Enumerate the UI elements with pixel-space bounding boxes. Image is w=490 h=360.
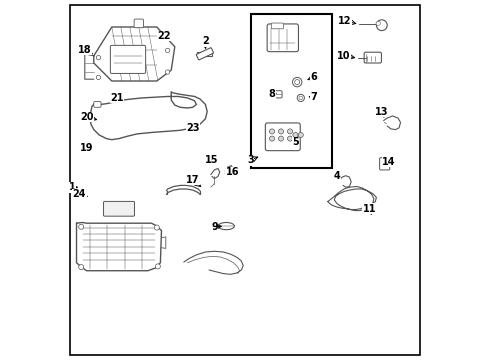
FancyBboxPatch shape (269, 91, 282, 98)
Text: 20: 20 (80, 112, 94, 122)
Circle shape (294, 80, 300, 85)
Circle shape (270, 136, 274, 141)
Text: 11: 11 (363, 204, 376, 214)
FancyBboxPatch shape (94, 102, 101, 107)
Text: 13: 13 (375, 107, 389, 117)
Circle shape (155, 264, 160, 269)
Text: 9: 9 (211, 222, 218, 232)
Text: 16: 16 (226, 167, 239, 177)
Circle shape (278, 136, 284, 141)
Text: 24: 24 (73, 189, 86, 199)
Bar (197, 52, 212, 56)
FancyBboxPatch shape (103, 202, 134, 216)
Circle shape (288, 136, 293, 141)
Circle shape (278, 129, 284, 134)
Circle shape (154, 225, 159, 230)
Circle shape (293, 132, 298, 138)
Circle shape (166, 48, 170, 53)
FancyBboxPatch shape (271, 23, 284, 29)
Text: 21: 21 (110, 93, 124, 103)
Text: 8: 8 (268, 89, 275, 99)
Text: 12: 12 (338, 16, 352, 26)
Circle shape (293, 77, 302, 87)
Bar (251, 14, 333, 168)
Circle shape (166, 70, 170, 74)
Circle shape (79, 265, 84, 270)
Ellipse shape (218, 222, 234, 230)
Circle shape (289, 143, 302, 156)
FancyBboxPatch shape (364, 52, 381, 63)
Text: 6: 6 (310, 72, 317, 82)
Text: 10: 10 (337, 51, 351, 61)
Text: 19: 19 (80, 143, 94, 153)
Text: 2: 2 (202, 36, 209, 46)
Circle shape (297, 94, 304, 102)
Circle shape (299, 96, 303, 100)
Circle shape (292, 146, 298, 153)
Text: 22: 22 (157, 31, 171, 41)
Circle shape (298, 132, 303, 138)
FancyBboxPatch shape (134, 19, 144, 28)
Text: 3: 3 (247, 155, 254, 165)
Text: 4: 4 (333, 171, 340, 181)
Text: 23: 23 (186, 123, 199, 133)
FancyBboxPatch shape (110, 45, 146, 73)
FancyBboxPatch shape (267, 24, 298, 52)
Circle shape (376, 20, 387, 31)
FancyBboxPatch shape (196, 48, 214, 60)
Circle shape (79, 224, 84, 229)
Text: 15: 15 (205, 155, 219, 165)
FancyBboxPatch shape (380, 158, 390, 170)
Text: 14: 14 (382, 157, 396, 167)
Circle shape (97, 55, 100, 60)
Circle shape (376, 21, 380, 26)
Circle shape (97, 75, 100, 80)
Text: 17: 17 (186, 175, 199, 185)
Circle shape (288, 129, 293, 134)
Text: 1: 1 (69, 182, 75, 192)
Circle shape (270, 129, 274, 134)
Text: 18: 18 (78, 45, 92, 55)
Text: 5: 5 (292, 137, 299, 147)
Text: 7: 7 (310, 92, 317, 102)
FancyBboxPatch shape (266, 123, 300, 151)
